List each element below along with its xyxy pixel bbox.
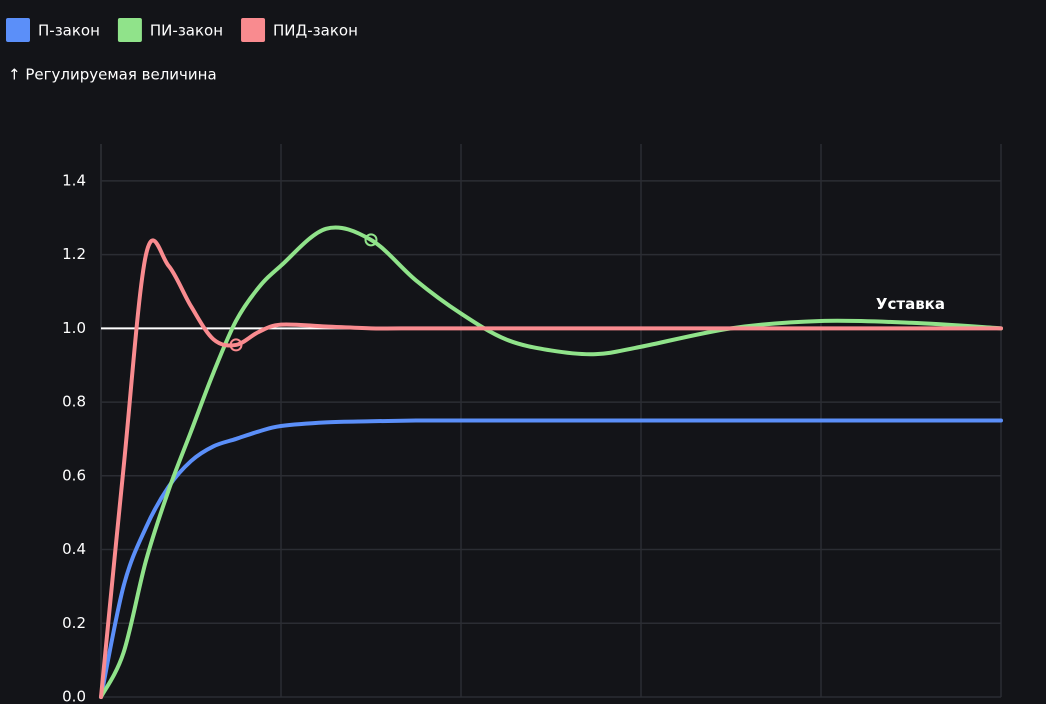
series-line [99,418,1003,699]
y-tick-label: 0.0 [62,688,86,704]
highlight-point [364,233,378,247]
y-tick-label: 0.2 [62,614,86,632]
legend-swatch [241,18,266,42]
legend-swatch [6,18,30,42]
setpoint-label: Уставка [876,295,945,313]
series-line [99,225,1003,699]
legend-swatch [117,18,142,42]
y-tick-label: 0.4 [62,540,86,558]
highlight-point [229,338,243,352]
y-tick-label: 1.2 [62,245,86,263]
y-axis-label: ↑ Регулируемая величина [8,66,217,84]
legend-label: П-закон [38,22,100,40]
legend-label: ПИ-закон [150,22,223,40]
series-line [99,238,1003,699]
y-tick-label: 0.6 [62,466,86,484]
y-tick-label: 1.0 [62,319,86,337]
legend-label: ПИД-закон [273,22,358,40]
y-tick-label: 1.4 [62,171,86,189]
y-tick-label: 0.8 [62,393,86,411]
